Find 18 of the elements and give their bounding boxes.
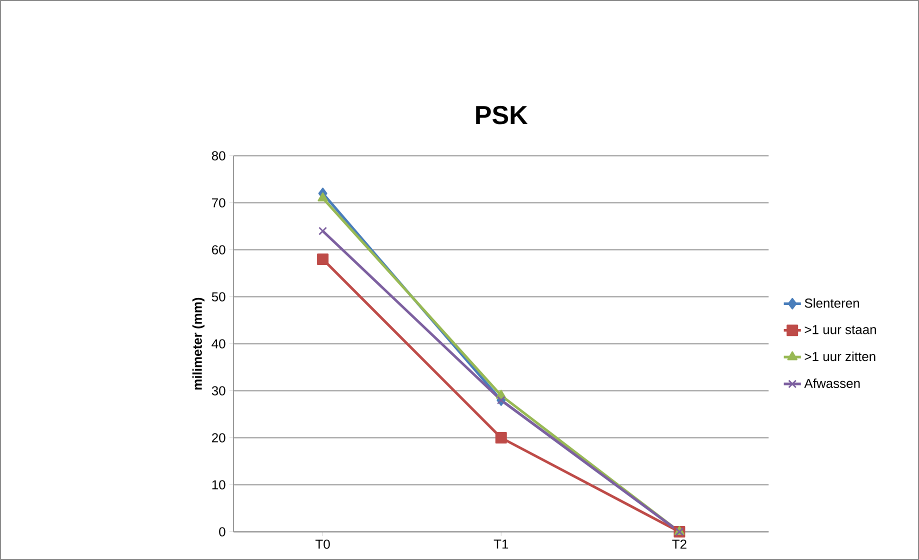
y-tick-label: 70 <box>212 198 226 208</box>
legend-label: Afwassen <box>804 378 860 388</box>
legend-label: Slenteren <box>804 298 859 308</box>
chart-title: PSK <box>476 106 528 124</box>
legend-label: >1 uur staan <box>804 325 876 334</box>
y-tick-label: 50 <box>212 292 226 302</box>
y-tick-label: 0 <box>219 527 226 536</box>
y-tick-label: 40 <box>212 339 226 348</box>
y-tick-label: 80 <box>212 151 226 160</box>
y-tick-label: 10 <box>212 480 226 490</box>
x-tick-label: T2 <box>672 540 686 549</box>
y-tick-label: 20 <box>212 433 226 442</box>
y-tick-label: 30 <box>212 386 226 396</box>
y-tick-label: 60 <box>212 245 226 254</box>
x-tick-label: T0 <box>315 540 330 549</box>
x-tick-label: T1 <box>494 540 508 549</box>
y-axis-title: milimeter (mm) <box>192 298 204 390</box>
legend-label: >1 uur zitten <box>804 352 876 362</box>
